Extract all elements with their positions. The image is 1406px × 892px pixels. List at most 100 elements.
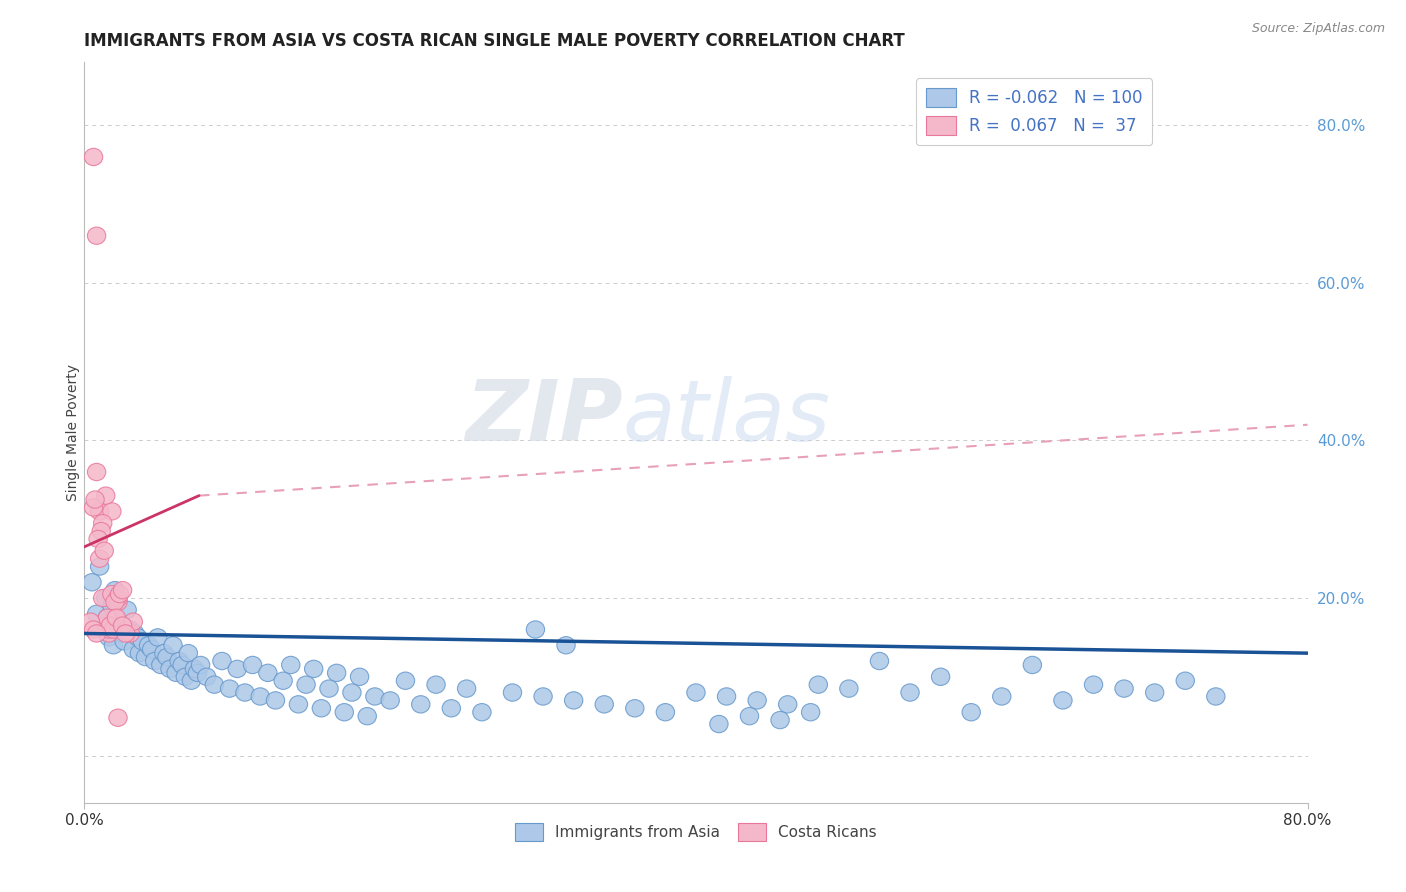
Ellipse shape (131, 645, 149, 662)
Ellipse shape (121, 624, 139, 642)
Ellipse shape (717, 688, 735, 706)
Ellipse shape (710, 715, 728, 732)
Ellipse shape (112, 624, 131, 642)
Ellipse shape (472, 704, 491, 721)
Ellipse shape (157, 648, 176, 665)
Ellipse shape (115, 632, 134, 650)
Text: atlas: atlas (623, 376, 831, 459)
Ellipse shape (441, 699, 461, 717)
Ellipse shape (221, 680, 239, 698)
Ellipse shape (87, 624, 105, 642)
Ellipse shape (149, 629, 167, 646)
Ellipse shape (779, 696, 797, 713)
Ellipse shape (770, 712, 789, 729)
Ellipse shape (266, 692, 284, 709)
Ellipse shape (94, 621, 112, 638)
Ellipse shape (1084, 676, 1102, 693)
Ellipse shape (381, 692, 399, 709)
Ellipse shape (87, 227, 105, 244)
Ellipse shape (962, 704, 980, 721)
Ellipse shape (90, 550, 108, 567)
Ellipse shape (457, 680, 475, 698)
Ellipse shape (183, 672, 201, 690)
Ellipse shape (104, 621, 122, 638)
Ellipse shape (100, 629, 118, 646)
Ellipse shape (152, 657, 170, 673)
Ellipse shape (274, 672, 292, 690)
Ellipse shape (108, 593, 127, 611)
Ellipse shape (176, 668, 194, 685)
Ellipse shape (114, 617, 132, 634)
Ellipse shape (155, 645, 173, 662)
Ellipse shape (335, 704, 353, 721)
Ellipse shape (319, 680, 339, 698)
Ellipse shape (83, 574, 101, 591)
Y-axis label: Single Male Poverty: Single Male Poverty (66, 364, 80, 501)
Text: IMMIGRANTS FROM ASIA VS COSTA RICAN SINGLE MALE POVERTY CORRELATION CHART: IMMIGRANTS FROM ASIA VS COSTA RICAN SING… (84, 32, 905, 50)
Ellipse shape (107, 609, 125, 626)
Ellipse shape (870, 652, 889, 670)
Text: ZIP: ZIP (465, 376, 623, 459)
Ellipse shape (170, 652, 188, 670)
Ellipse shape (105, 582, 124, 599)
Ellipse shape (259, 665, 277, 681)
Ellipse shape (748, 692, 766, 709)
Ellipse shape (1206, 688, 1225, 706)
Ellipse shape (557, 637, 575, 654)
Ellipse shape (801, 704, 820, 721)
Ellipse shape (197, 668, 217, 685)
Ellipse shape (252, 688, 270, 706)
Ellipse shape (98, 609, 117, 626)
Ellipse shape (595, 696, 613, 713)
Ellipse shape (297, 676, 315, 693)
Ellipse shape (124, 640, 142, 658)
Ellipse shape (366, 688, 384, 706)
Ellipse shape (97, 590, 115, 607)
Ellipse shape (188, 665, 207, 681)
Ellipse shape (396, 672, 415, 690)
Ellipse shape (305, 660, 323, 678)
Ellipse shape (136, 648, 155, 665)
Ellipse shape (103, 598, 121, 615)
Ellipse shape (105, 593, 124, 611)
Ellipse shape (91, 523, 110, 540)
Ellipse shape (186, 660, 204, 678)
Ellipse shape (427, 676, 446, 693)
Ellipse shape (205, 676, 224, 693)
Ellipse shape (98, 609, 117, 626)
Ellipse shape (94, 590, 112, 607)
Ellipse shape (87, 463, 105, 481)
Ellipse shape (100, 621, 118, 638)
Ellipse shape (94, 515, 112, 532)
Ellipse shape (657, 704, 675, 721)
Ellipse shape (526, 621, 544, 638)
Ellipse shape (103, 585, 121, 603)
Ellipse shape (134, 632, 152, 650)
Ellipse shape (165, 637, 183, 654)
Ellipse shape (741, 707, 759, 725)
Ellipse shape (118, 621, 136, 638)
Ellipse shape (87, 605, 105, 623)
Ellipse shape (84, 621, 103, 638)
Ellipse shape (1115, 680, 1133, 698)
Ellipse shape (1053, 692, 1073, 709)
Ellipse shape (100, 624, 118, 642)
Ellipse shape (125, 624, 143, 642)
Ellipse shape (129, 629, 148, 646)
Ellipse shape (359, 707, 377, 725)
Ellipse shape (84, 148, 103, 166)
Ellipse shape (179, 645, 197, 662)
Ellipse shape (1146, 684, 1164, 701)
Ellipse shape (97, 617, 115, 634)
Ellipse shape (110, 585, 129, 603)
Ellipse shape (90, 558, 108, 575)
Ellipse shape (104, 637, 122, 654)
Ellipse shape (281, 657, 299, 673)
Ellipse shape (121, 621, 139, 638)
Ellipse shape (1175, 672, 1195, 690)
Ellipse shape (564, 692, 583, 709)
Ellipse shape (96, 542, 114, 559)
Ellipse shape (108, 590, 127, 607)
Ellipse shape (101, 617, 120, 634)
Ellipse shape (146, 652, 165, 670)
